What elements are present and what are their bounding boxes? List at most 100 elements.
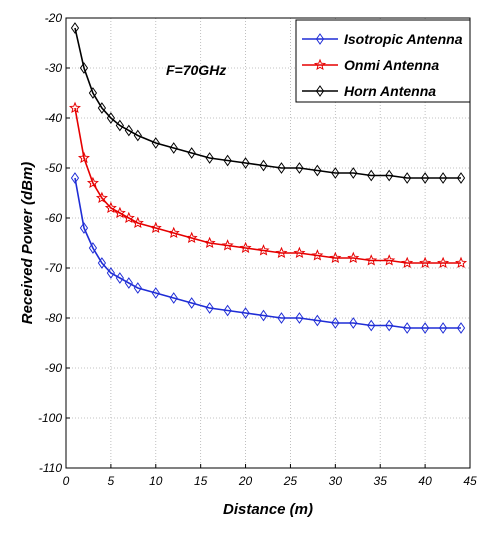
x-tick-label: 25 [283,474,298,488]
data-point [169,292,178,304]
data-point [347,251,360,264]
data-point [385,169,394,182]
legend-label: Onmi Antenna [344,57,439,73]
data-point [259,309,268,322]
data-point [223,154,232,167]
data-point [205,302,214,314]
x-tick-label: 15 [194,474,208,488]
data-point [365,254,378,266]
data-point [79,222,89,234]
data-point [223,304,232,317]
plot-frame [65,17,471,469]
x-tick-label: 40 [418,474,432,488]
data-point [275,246,288,259]
data-point [149,221,162,234]
data-point [187,147,196,159]
data-point [313,164,322,177]
data-point [88,242,98,254]
data-point [88,87,98,99]
data-point [124,277,133,289]
y-tick-label: -70 [45,261,63,275]
data-point [437,256,450,269]
data-point [97,257,107,269]
x-axis-label: Distance (m) [223,501,313,518]
data-point [113,206,126,219]
data-point [455,256,468,269]
data-point [79,62,89,74]
series-layer [68,22,468,334]
legend-label: Horn Antenna [344,83,436,99]
legend: Isotropic Antenna Onmi Antenna Horn Antenn… [295,19,471,103]
data-point [241,157,250,169]
data-point [122,211,135,224]
data-point [241,307,250,319]
data-point [169,142,178,154]
series-isotropic-antenna [70,172,466,334]
data-point [205,152,214,164]
data-point [403,172,412,184]
data-point [331,317,340,329]
data-point [124,124,133,137]
data-point [133,282,142,294]
data-point [438,322,448,334]
legend-marker [315,33,325,45]
series-horn-antenna [70,22,466,184]
data-point [331,167,340,179]
data-point [77,151,90,164]
data-point [106,112,115,124]
data-point [68,101,81,114]
legend-label: Isotropic Antenna [344,31,463,47]
data-point [419,256,432,269]
y-tick-label: -20 [45,11,63,25]
legend-item: Horn Antenna [302,83,436,99]
x-tick-label: 30 [329,474,343,488]
y-tick-label: -90 [45,361,63,375]
data-point [311,249,324,261]
data-point [349,167,358,179]
data-point [239,241,252,254]
data-point [115,119,124,132]
data-point [438,172,448,184]
y-axis-label: Received Power (dBm) [19,162,36,325]
x-tick-label: 5 [108,474,115,488]
x-tick-label: 35 [374,474,388,488]
series-line [74,177,461,329]
data-point [383,254,396,266]
x-tick-label: 45 [463,474,477,488]
data-point [167,226,180,239]
legend-marker [315,85,325,97]
data-point [70,22,80,34]
legend-item: Onmi Antenna [302,57,439,73]
data-point [115,272,124,284]
data-point [349,317,358,329]
data-point [95,191,108,204]
data-point [277,312,286,324]
y-tick-label: -50 [45,161,63,175]
series-line [74,107,461,264]
y-tick-label: -80 [45,311,63,325]
data-point [106,267,115,279]
data-point [203,236,216,249]
data-point [329,251,342,264]
frequency-annotation: F=70GHz [166,62,226,78]
data-point [185,231,198,244]
data-point [86,176,99,189]
y-tick-label: -30 [45,61,63,75]
data-point [421,172,430,184]
data-point [259,159,268,172]
ticks: 0 5 10 15 20 25 30 35 40 45 -20 -30 -40 -50 -60 -70 -80 -… [38,11,477,488]
data-point [403,322,412,334]
data-point [367,169,376,182]
data-point [421,322,430,334]
data-point [456,322,466,334]
legend-item: Isotropic Antenna [302,31,463,47]
data-point [293,246,306,259]
x-tick-label: 10 [149,474,163,488]
data-point [70,172,80,184]
x-tick-label: 20 [238,474,253,488]
data-point [295,162,304,174]
data-point [131,216,144,229]
data-point [257,244,270,256]
data-point [151,287,160,299]
